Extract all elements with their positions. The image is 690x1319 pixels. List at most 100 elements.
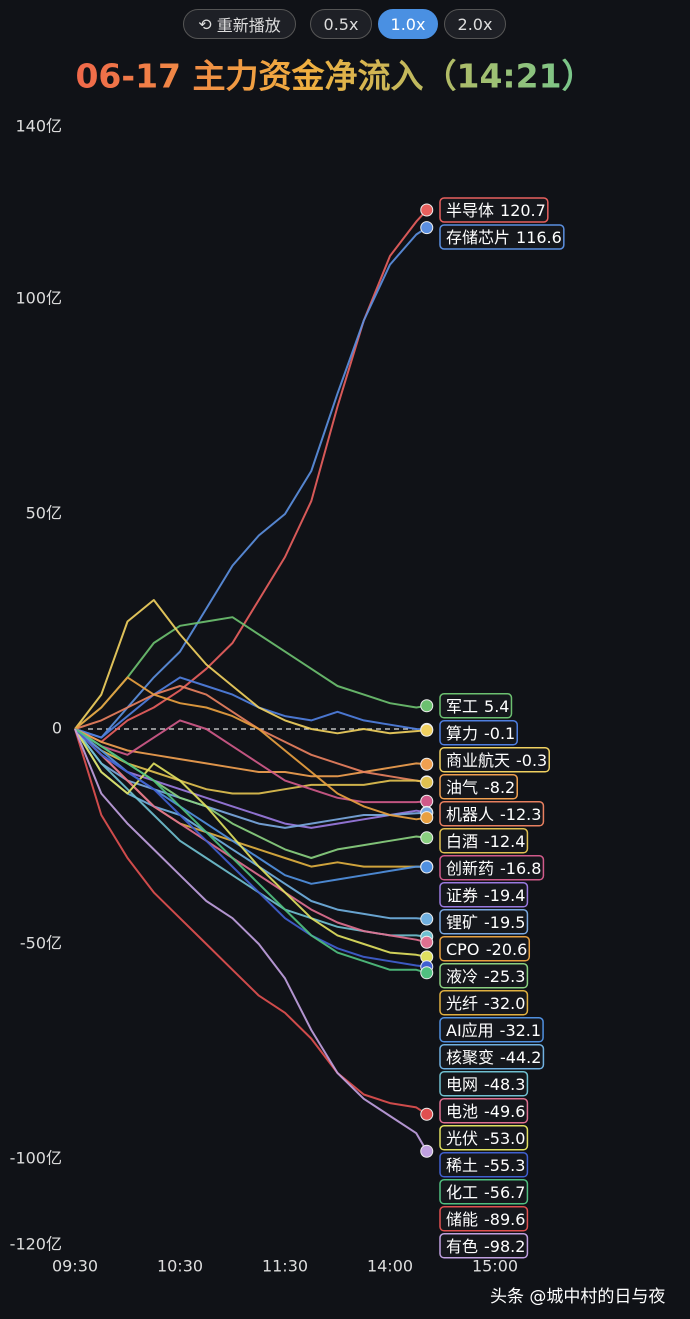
- end-dot: [420, 935, 434, 949]
- series-line: [74, 226, 428, 739]
- replay-icon: ⟲: [198, 14, 217, 34]
- end-label-box: [439, 693, 513, 719]
- end-label-text: 储能 -89.6: [446, 1209, 525, 1228]
- end-dot: [420, 1107, 434, 1121]
- end-value: 116.6: [516, 227, 562, 246]
- series-line: [74, 616, 427, 730]
- end-label-text: 稀土 -55.3: [446, 1155, 525, 1174]
- end-label-text: 光伏 -53.0: [446, 1128, 525, 1147]
- series-line: [74, 599, 427, 735]
- end-label-box: [439, 855, 545, 881]
- y-tick-label: 140亿: [15, 117, 62, 136]
- end-label: 储能 -89.6: [439, 1206, 529, 1232]
- end-label-text: 电池 -49.6: [446, 1101, 525, 1120]
- series-name: 光伏: [446, 1128, 478, 1147]
- end-label-text: 半导体 120.7: [446, 200, 546, 219]
- end-label-text: 证券 -19.4: [446, 885, 525, 904]
- end-label-box: [439, 224, 565, 250]
- button-label: 重新播放: [216, 16, 281, 35]
- series-name: 创新药: [446, 858, 494, 877]
- end-label: 算力 -0.1: [439, 720, 518, 746]
- end-label-box: [439, 747, 550, 773]
- series-name: 军工: [446, 696, 478, 715]
- series-line: [74, 728, 428, 974]
- y-tick-label: -100亿: [10, 1149, 62, 1168]
- series-line: [74, 209, 428, 743]
- speed-button[interactable]: 1.0x: [378, 9, 438, 39]
- series-line: [74, 728, 427, 829]
- series-name: CPO: [446, 939, 480, 958]
- end-value: -20.6: [486, 939, 527, 958]
- end-value: -89.6: [484, 1209, 525, 1228]
- end-label-box: [439, 774, 518, 800]
- series-name: 锂矿: [446, 912, 478, 931]
- end-dot: [420, 775, 434, 789]
- end-label-box: [439, 1098, 529, 1124]
- end-value: -49.6: [484, 1101, 525, 1120]
- series-name: 机器人: [446, 804, 494, 823]
- end-label-text: 军工 5.4: [446, 696, 509, 715]
- x-tick-label: 14:00: [367, 1257, 413, 1276]
- y-tick-label: 0: [52, 719, 62, 738]
- end-label-box: [439, 1125, 529, 1151]
- end-label: 军工 5.4: [439, 693, 513, 719]
- series-line: [74, 728, 427, 795]
- end-label-text: 油气 -8.2: [446, 777, 515, 796]
- speed-button[interactable]: 0.5x: [310, 9, 372, 39]
- end-label: 机器人 -12.3: [439, 801, 545, 827]
- end-label-text: 核聚变 -44.2: [446, 1047, 541, 1066]
- end-value: -19.4: [484, 885, 525, 904]
- series-name: 半导体: [446, 200, 494, 219]
- end-value: -0.3: [516, 750, 547, 769]
- series-name: 白酒: [446, 831, 478, 850]
- series-line: [74, 728, 427, 958]
- x-tick-label: 11:30: [262, 1257, 308, 1276]
- series-name: 化工: [446, 1182, 478, 1201]
- end-label: 光纤 -32.0: [439, 990, 529, 1016]
- end-label-text: CPO -20.6: [446, 939, 527, 958]
- end-label-text: 存储芯片 116.6: [446, 227, 562, 246]
- series-line: [74, 728, 428, 944]
- series-name: 商业航天: [446, 750, 510, 769]
- x-tick-label: 09:30: [52, 1257, 98, 1276]
- end-label-text: 商业航天 -0.3: [446, 750, 547, 769]
- end-label-box: [439, 963, 529, 989]
- end-value: -48.3: [484, 1074, 525, 1093]
- end-value: -25.3: [484, 966, 525, 985]
- end-label-box: [439, 1206, 529, 1232]
- end-label-text: 光纤 -32.0: [446, 993, 525, 1012]
- end-label: 锂矿 -19.5: [439, 909, 529, 935]
- end-value: -55.3: [484, 1155, 525, 1174]
- series-name: 存储芯片: [446, 227, 510, 246]
- end-value: -8.2: [484, 777, 515, 796]
- end-label: 创新药 -16.8: [439, 855, 545, 881]
- end-dot: [420, 757, 434, 771]
- speed-button[interactable]: 2.0x: [444, 9, 506, 39]
- end-dot: [420, 221, 434, 235]
- end-value: -32.1: [500, 1020, 541, 1039]
- end-label-box: [439, 197, 549, 223]
- end-label-box: [439, 1179, 529, 1205]
- end-dot: [420, 912, 434, 926]
- end-label: 有色 -98.2: [439, 1233, 529, 1259]
- replay-button[interactable]: ⟲ 重新播放: [183, 9, 296, 39]
- end-value: 120.7: [500, 200, 546, 219]
- watermark: 头条 @城中村的日与夜: [490, 1287, 666, 1307]
- end-label-box: [439, 1152, 529, 1178]
- series-name: AI应用: [446, 1020, 494, 1039]
- end-label: AI应用 -32.1: [439, 1017, 544, 1043]
- end-label-box: [439, 936, 531, 962]
- end-dot: [420, 860, 434, 874]
- series-name: 光纤: [446, 993, 478, 1012]
- end-label: 电网 -48.3: [439, 1071, 529, 1097]
- end-label-box: [439, 909, 529, 935]
- end-label: 白酒 -12.4: [439, 828, 529, 854]
- series-line: [74, 728, 428, 1152]
- end-label-box: [439, 990, 529, 1016]
- end-label-box: [439, 1044, 545, 1070]
- end-value: -19.5: [484, 912, 525, 931]
- series-line: [74, 676, 427, 821]
- end-label-text: 创新药 -16.8: [446, 858, 541, 877]
